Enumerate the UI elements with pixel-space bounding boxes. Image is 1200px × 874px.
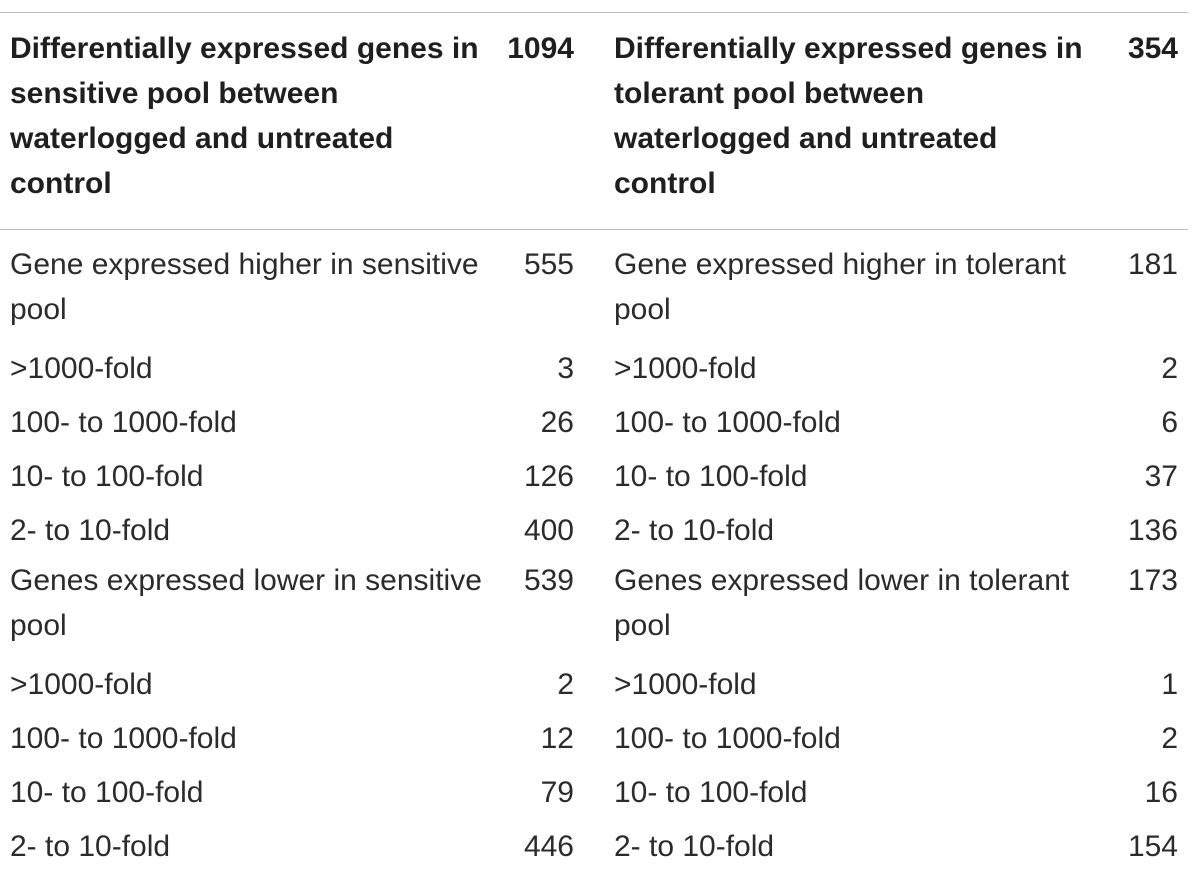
row-left-label: Gene expressed higher in sensitive pool	[10, 248, 479, 326]
column-gap	[586, 820, 614, 874]
column-gap	[586, 712, 614, 766]
header-right-label: Differentially expressed genes in tolera…	[614, 32, 1083, 200]
column-gap	[586, 450, 614, 504]
row-left-label: 10- to 100-fold	[10, 460, 204, 493]
top-rule	[0, 12, 1188, 13]
column-gap	[586, 396, 614, 450]
row-right-value: 136	[1127, 514, 1178, 547]
row-right-label: 2- to 10-fold	[614, 514, 775, 547]
row-left-label: 10- to 100-fold	[10, 776, 204, 809]
table-row: 10- to 100-fold 126 10- to 100-fold 37	[0, 450, 1188, 504]
row-left-label: >1000-fold	[10, 352, 153, 385]
header-left-total: 1094	[507, 32, 574, 65]
column-gap	[586, 342, 614, 396]
table-row: Genes expressed lower in sensitive pool …	[0, 558, 1188, 658]
column-gap	[586, 504, 614, 558]
column-gap	[586, 26, 614, 223]
column-gap	[586, 558, 614, 658]
row-right-value: 181	[1127, 248, 1178, 281]
row-right-value: 173	[1127, 564, 1178, 597]
row-right-value: 2	[1161, 352, 1178, 385]
row-left-value: 446	[523, 830, 574, 863]
row-left-value: 79	[540, 776, 574, 809]
table-row: Gene expressed higher in sensitive pool …	[0, 223, 1188, 342]
row-left-value: 555	[523, 248, 574, 281]
row-right-label: >1000-fold	[614, 352, 757, 385]
row-left-label: 2- to 10-fold	[10, 830, 171, 863]
row-left-value: 126	[523, 460, 574, 493]
row-right-value: 2	[1161, 722, 1178, 755]
row-right-value: 37	[1144, 460, 1178, 493]
row-right-label: Gene expressed higher in tolerant pool	[614, 248, 1066, 326]
table-row: >1000-fold 3 >1000-fold 2	[0, 342, 1188, 396]
row-left-label: 100- to 1000-fold	[10, 406, 237, 439]
row-left-label: 100- to 1000-fold	[10, 722, 237, 755]
table-row: 2- to 10-fold 400 2- to 10-fold 136	[0, 504, 1188, 558]
row-right-label: 100- to 1000-fold	[614, 406, 841, 439]
table-row: 10- to 100-fold 79 10- to 100-fold 16	[0, 766, 1188, 820]
row-left-label: Genes expressed lower in sensitive pool	[10, 564, 482, 642]
data-table: Differentially expressed genes in sensit…	[0, 26, 1188, 874]
header-left-label: Differentially expressed genes in sensit…	[10, 32, 479, 200]
table-row: 100- to 1000-fold 12 100- to 1000-fold 2	[0, 712, 1188, 766]
row-right-label: Genes expressed lower in tolerant pool	[614, 564, 1070, 642]
row-left-value: 2	[557, 668, 574, 701]
row-left-value: 400	[523, 514, 574, 547]
table-row: 100- to 1000-fold 26 100- to 1000-fold 6	[0, 396, 1188, 450]
row-left-value: 539	[523, 564, 574, 597]
row-right-label: >1000-fold	[614, 668, 757, 701]
column-gap	[586, 658, 614, 712]
row-right-label: 2- to 10-fold	[614, 830, 775, 863]
header-rule	[0, 229, 1188, 230]
row-left-label: >1000-fold	[10, 668, 153, 701]
row-right-value: 16	[1144, 776, 1178, 809]
header-right-total: 354	[1127, 32, 1178, 65]
row-left-value: 12	[540, 722, 574, 755]
header-row: Differentially expressed genes in sensit…	[0, 26, 1188, 223]
table-row: >1000-fold 2 >1000-fold 1	[0, 658, 1188, 712]
row-right-label: 10- to 100-fold	[614, 460, 808, 493]
row-left-value: 3	[557, 352, 574, 385]
table-row: 2- to 10-fold 446 2- to 10-fold 154	[0, 820, 1188, 874]
column-gap	[586, 766, 614, 820]
row-right-value: 154	[1127, 830, 1178, 863]
row-right-label: 100- to 1000-fold	[614, 722, 841, 755]
row-right-value: 1	[1161, 668, 1178, 701]
column-gap	[586, 223, 614, 342]
row-right-label: 10- to 100-fold	[614, 776, 808, 809]
row-left-value: 26	[540, 406, 574, 439]
row-right-value: 6	[1161, 406, 1178, 439]
row-left-label: 2- to 10-fold	[10, 514, 171, 547]
